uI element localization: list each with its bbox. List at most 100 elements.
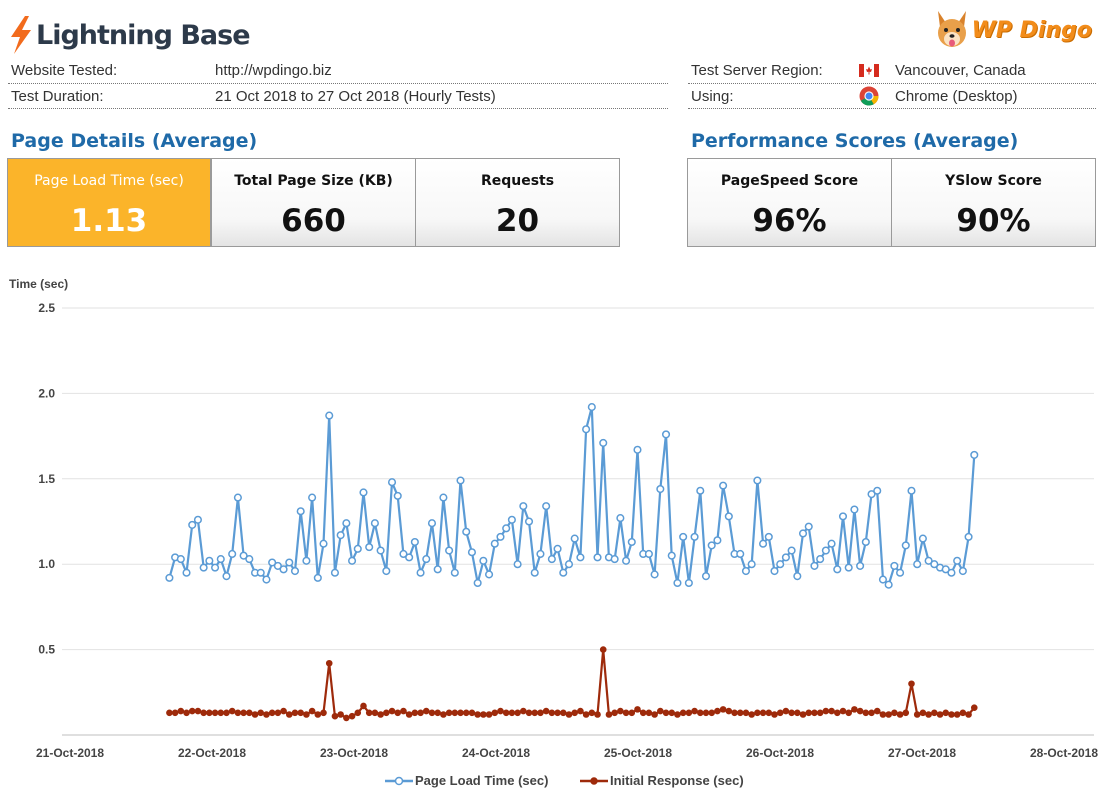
page-load-time-value: 1.13 — [70, 203, 148, 239]
page-load-time-point — [268, 558, 277, 567]
initial-response-point — [942, 709, 950, 717]
page-load-time-point — [656, 484, 665, 494]
initial-response-point — [531, 709, 539, 717]
page-load-time-point — [838, 512, 848, 521]
page-load-time-point — [941, 565, 950, 574]
page-load-time-point — [576, 553, 585, 562]
initial-response-point — [811, 709, 818, 717]
page-load-time-point — [810, 561, 819, 570]
load-time-line-chart: Time (sec) 0.5 1.0 1.5 2.0 2.5 21-Oct-2018 22… — [9, 277, 1098, 788]
initial-response-point — [360, 702, 367, 710]
initial-response-point — [234, 709, 242, 717]
initial-response-point — [765, 709, 773, 717]
initial-response-point — [754, 709, 761, 717]
using-value: Chrome (Desktop) — [895, 88, 1018, 105]
legend-swatch-marker — [590, 777, 598, 785]
page-load-time-point — [262, 575, 271, 584]
initial-response-point — [965, 711, 972, 718]
page-load-time-point — [661, 430, 671, 439]
page-load-time-point — [724, 512, 733, 521]
initial-response-point — [908, 680, 915, 688]
website-value: http://wpdingo.biz — [215, 62, 332, 79]
y-tick-label: 1.0 — [38, 557, 55, 571]
initial-response-point — [206, 709, 213, 717]
initial-response-point — [428, 709, 436, 717]
initial-response-point — [422, 707, 430, 715]
initial-response-point — [468, 709, 476, 717]
page-load-time-point — [867, 490, 876, 499]
page-load-time-point — [707, 541, 716, 550]
initial-response-point — [537, 709, 544, 717]
initial-response-point — [577, 707, 584, 715]
initial-response-point — [611, 709, 618, 717]
initial-response-point — [599, 646, 607, 653]
initial-response-point — [343, 714, 350, 722]
page-load-time-point — [850, 505, 859, 514]
lightning-base-logo: Lightning Base — [8, 14, 251, 56]
page-load-time-point — [582, 425, 591, 434]
initial-response-point — [931, 709, 938, 717]
pagespeed-value: 96% — [752, 203, 827, 239]
initial-response-point — [822, 707, 830, 715]
initial-response-point — [970, 704, 978, 711]
page-load-time-point — [462, 527, 471, 536]
initial-response-point — [525, 709, 533, 717]
page-load-time-point — [353, 544, 362, 553]
page-load-time-point — [513, 560, 522, 569]
x-tick-label: 24-Oct-2018 — [462, 746, 530, 760]
performance-scores-title: Performance Scores (Average) — [691, 130, 1019, 152]
initial-response-point — [845, 709, 852, 717]
region-label: Test Server Region: — [691, 62, 823, 79]
page-load-time-point — [741, 566, 750, 576]
initial-response-point — [394, 709, 402, 717]
initial-response-point — [291, 709, 299, 717]
page-load-time-point — [216, 555, 225, 564]
page-load-time-point — [873, 486, 882, 495]
page-load-time-point — [439, 493, 448, 502]
initial-response-point — [502, 709, 510, 717]
x-tick-label: 21-Oct-2018 — [36, 746, 104, 760]
initial-response-point — [251, 711, 259, 718]
legend-initial-response: Initial Response (sec) — [580, 773, 744, 788]
page-load-time-point — [393, 491, 402, 500]
page-load-time-point — [776, 560, 785, 569]
page-load-time-point — [485, 570, 494, 579]
initial-response-point — [497, 707, 504, 715]
page-load-time-point — [827, 539, 836, 548]
legend-swatch-marker — [394, 776, 404, 786]
initial-response-point — [377, 711, 384, 718]
page-load-time-point — [359, 488, 368, 497]
initial-response-point — [748, 711, 755, 718]
initial-response-point — [240, 709, 247, 717]
page-load-time-point — [787, 546, 796, 555]
initial-response-point — [491, 709, 499, 717]
initial-response-point — [582, 711, 590, 718]
initial-response-point — [771, 711, 778, 718]
page-load-time-point — [616, 514, 625, 523]
initial-response-point — [280, 707, 287, 715]
page-load-time-point — [182, 568, 191, 577]
region-value: Vancouver, Canada — [895, 62, 1026, 79]
page-load-time-point — [285, 558, 294, 567]
page-load-time-point — [382, 566, 391, 576]
initial-response-point — [457, 709, 464, 717]
page-details-title: Page Details (Average) — [11, 130, 258, 152]
page-load-time-point — [633, 445, 642, 454]
page-load-time-point — [719, 481, 728, 490]
initial-response-point — [959, 709, 967, 717]
page-load-time-point — [205, 556, 214, 565]
page-load-time-point — [416, 568, 425, 577]
page-load-time-point — [890, 561, 899, 570]
initial-response-point — [953, 711, 961, 718]
website-label: Website Tested: — [11, 62, 118, 79]
page-load-time-point — [536, 549, 545, 559]
initial-response-point — [440, 711, 447, 718]
initial-response-point — [548, 709, 556, 717]
initial-response-point — [685, 709, 693, 717]
page-load-time-point — [764, 532, 773, 541]
initial-response-point — [514, 709, 521, 717]
yslow-value: 90% — [956, 203, 1031, 239]
page-load-time-point — [290, 566, 300, 576]
page-load-time-point — [759, 539, 768, 548]
page-load-time-point — [644, 549, 653, 559]
